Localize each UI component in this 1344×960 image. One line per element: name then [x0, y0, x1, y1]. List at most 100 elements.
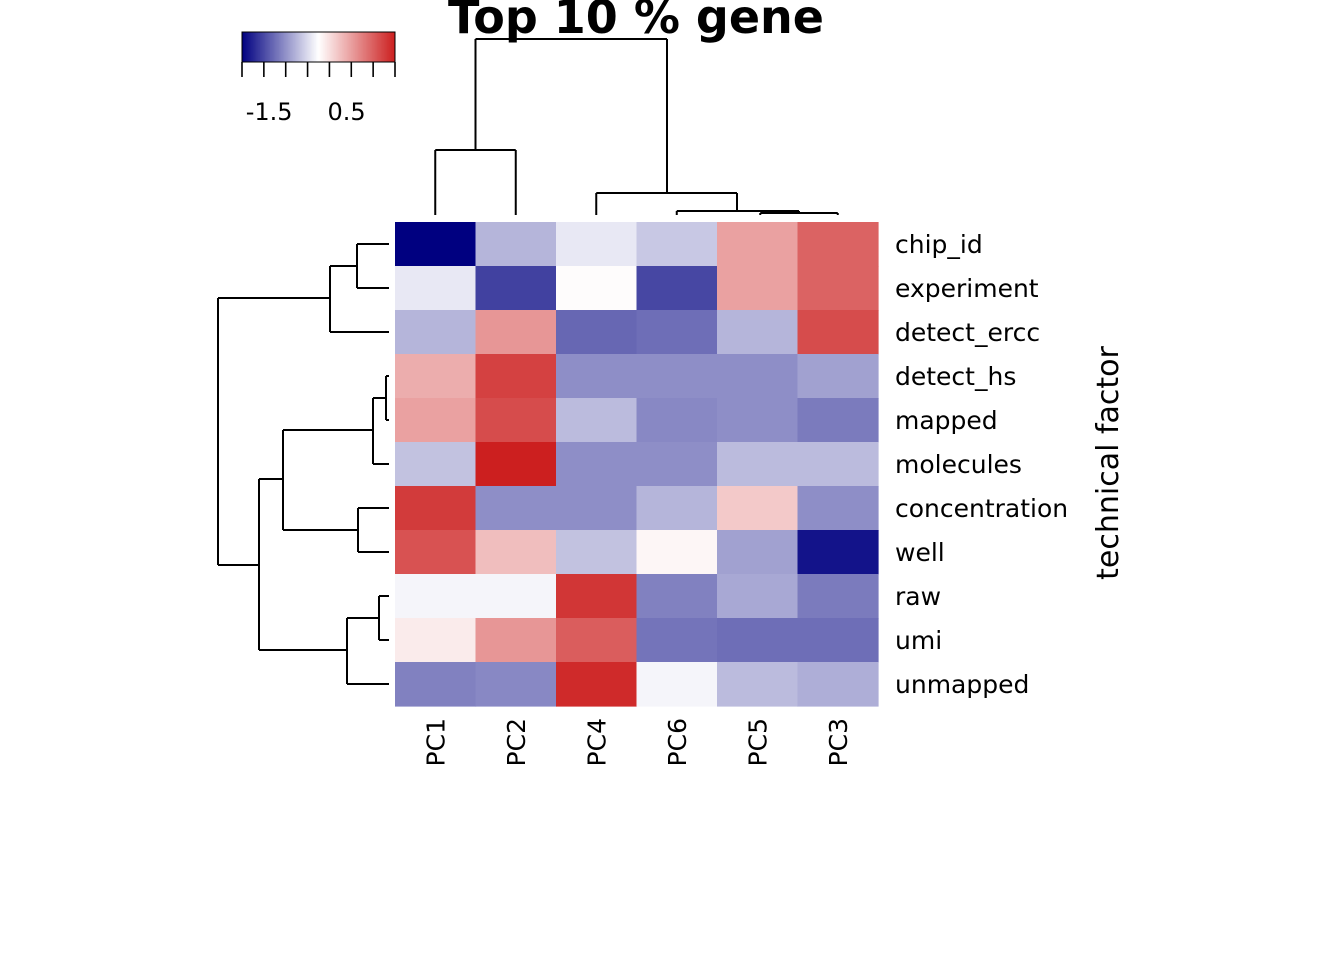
row-label: mapped: [895, 406, 998, 435]
heatmap-cell: [395, 398, 477, 443]
color-key-segment: [317, 32, 319, 62]
color-key-segment: [382, 32, 384, 62]
heatmap-cell: [395, 266, 477, 311]
heatmap-cell: [475, 266, 557, 311]
color-key-segment: [337, 32, 340, 62]
heatmap-cell: [556, 486, 638, 531]
color-key-segment: [380, 32, 383, 62]
color-key-segment: [335, 32, 337, 62]
color-key-segment: [389, 32, 392, 62]
heatmap-cell: [717, 266, 799, 311]
color-key-segment: [365, 32, 368, 62]
chart-title: Top 10 % gene: [448, 0, 824, 44]
heatmap-cell: [475, 662, 557, 707]
heatmap-cells: [395, 222, 879, 707]
color-key-segment: [379, 32, 382, 62]
heatmap-cell: [797, 354, 879, 399]
color-key-segment: [299, 32, 302, 62]
heatmap-cell: [556, 618, 638, 663]
color-key-segment: [257, 32, 259, 62]
color-key-segment: [272, 32, 275, 62]
row-label: molecules: [895, 450, 1022, 479]
heatmap-cell: [717, 618, 799, 663]
color-key-segment: [333, 32, 336, 62]
column-label: PC1: [421, 718, 450, 766]
color-key-segment: [310, 32, 313, 62]
row-label: raw: [895, 582, 941, 611]
color-key-segment: [295, 32, 298, 62]
color-key-segment: [387, 32, 390, 62]
color-key-segment: [341, 32, 344, 62]
color-key-segment: [368, 32, 370, 62]
color-key-segment: [247, 32, 249, 62]
column-label: PC6: [663, 718, 692, 766]
color-key-segment: [248, 32, 251, 62]
color-key-border: [241, 31, 396, 63]
heatmap-cell: [797, 266, 879, 311]
color-key-segment: [263, 32, 266, 62]
color-key-segment: [349, 32, 351, 62]
color-key-segment: [290, 32, 293, 62]
heatmap-cell: [797, 310, 879, 355]
color-key: -1.5 0.5: [241, 31, 396, 126]
color-key-segment: [264, 32, 267, 62]
color-key-segment: [304, 32, 307, 62]
y-axis-title: technical factor: [1091, 345, 1126, 579]
heatmap-cell: [475, 574, 557, 619]
color-key-segment: [254, 32, 257, 62]
heatmap-cell: [556, 310, 638, 355]
color-key-segment: [370, 32, 373, 62]
color-key-segment: [249, 32, 252, 62]
heatmap-cell: [636, 574, 718, 619]
heatmap-cell: [797, 442, 879, 487]
heatmap-cell: [556, 662, 638, 707]
heatmap-cell: [797, 486, 879, 531]
color-key-segment: [378, 32, 381, 62]
heatmap-cell: [395, 662, 477, 707]
color-key-segment: [293, 32, 295, 62]
color-key-segment: [383, 32, 386, 62]
heatmap-cell: [475, 222, 557, 267]
color-key-segment: [358, 32, 360, 62]
color-key-segment: [289, 32, 291, 62]
color-key-segment: [261, 32, 263, 62]
row-label: umi: [895, 626, 942, 655]
color-key-segment: [275, 32, 277, 62]
color-key-segment: [350, 32, 353, 62]
color-key-segment: [298, 32, 300, 62]
heatmap-cell: [395, 574, 477, 619]
color-key-segment: [308, 32, 310, 62]
color-key-segment: [243, 32, 245, 62]
heatmap-cell: [556, 530, 638, 575]
heatmap-cell: [636, 530, 718, 575]
color-key-segment: [321, 32, 323, 62]
color-key-segment: [250, 32, 253, 62]
color-key-segment: [281, 32, 284, 62]
heatmap-cell: [717, 662, 799, 707]
heatmap-cell: [717, 442, 799, 487]
color-key-segment: [315, 32, 318, 62]
heatmap-cell: [475, 442, 557, 487]
color-key-segment: [309, 32, 312, 62]
row-dendrogram: [217, 243, 389, 685]
row-label: detect_ercc: [895, 318, 1040, 347]
heatmap-cell: [717, 486, 799, 531]
color-key-segment: [294, 32, 296, 62]
color-key-segment: [366, 32, 369, 62]
color-key-segment: [375, 32, 378, 62]
row-label: chip_id: [895, 230, 983, 259]
color-key-segment: [342, 32, 345, 62]
color-key-segment: [277, 32, 280, 62]
color-key-segment: [373, 32, 375, 62]
color-key-segment: [327, 32, 330, 62]
heatmap-cell: [636, 486, 718, 531]
heatmap-cell: [395, 486, 477, 531]
column-label: PC5: [743, 718, 772, 766]
column-labels: PC1 PC2 PC4 PC6 PC5 PC3: [421, 718, 853, 766]
heatmap-cell: [717, 574, 799, 619]
color-key-segment: [344, 32, 346, 62]
color-key-segment: [351, 32, 354, 62]
color-key-segment: [374, 32, 377, 62]
color-key-segment: [284, 32, 286, 62]
